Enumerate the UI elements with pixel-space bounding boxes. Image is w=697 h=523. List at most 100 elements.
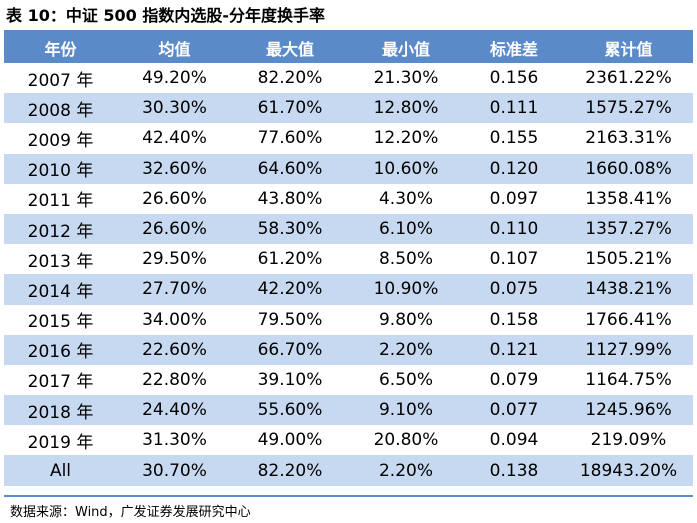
- min-cell: 6.10%: [348, 213, 464, 245]
- table-row: 2016 年 22.60% 66.70% 2.20% 0.121 1127.99%: [4, 334, 693, 365]
- min-cell: 10.60%: [348, 153, 464, 184]
- table-row: 2010 年 32.60% 64.60% 10.60% 0.120 1660.08%: [4, 153, 693, 184]
- table-row: 2007 年 49.20% 82.20% 21.30% 0.156 2361.22%: [4, 63, 693, 93]
- mean-cell: 49.20%: [142, 68, 207, 89]
- max-cell: 82.20%: [257, 68, 323, 89]
- year-cell: All: [4, 455, 117, 486]
- column-header-min: 最小值: [348, 32, 464, 63]
- max-cell: 64.60%: [232, 153, 348, 184]
- column-header-max: 最大值: [232, 32, 348, 63]
- year-cell: 2007 年: [27, 70, 94, 91]
- min-cell: 2.20%: [348, 455, 464, 486]
- table-row: 2019 年 31.30% 49.00% 20.80% 0.094 219.09%: [4, 425, 693, 455]
- max-cell: 55.60%: [232, 395, 348, 426]
- std-cell: 0.075: [464, 274, 564, 305]
- table-row: 2014 年 27.70% 42.20% 10.90% 0.075 1438.21%: [4, 274, 693, 305]
- year-cell: 2017 年: [27, 372, 94, 393]
- mean-cell: 29.50%: [142, 249, 207, 270]
- cumulative-cell: 1245.96%: [564, 395, 693, 426]
- std-cell: 0.110: [464, 213, 564, 245]
- max-cell: 82.20%: [232, 455, 348, 486]
- year-cell: 2013 年: [27, 251, 94, 272]
- year-cell: 2012 年: [4, 213, 117, 245]
- year-cell: 2018 年: [4, 395, 117, 426]
- min-cell: 21.30%: [373, 68, 439, 89]
- turnover-table: 年份 均值 最大值 最小值 标准差 累计值 2007 年 49.20% 82.20%…: [4, 32, 693, 486]
- cumulative-cell: 1357.27%: [564, 213, 693, 245]
- column-header-year: 年份: [4, 32, 117, 63]
- cumulative-cell: 1127.99%: [564, 334, 693, 365]
- min-cell: 6.50%: [378, 369, 433, 390]
- cumulative-cell: 1575.27%: [564, 93, 693, 124]
- std-cell: 0.156: [489, 68, 539, 89]
- max-cell: 43.80%: [257, 188, 323, 209]
- std-cell: 0.121: [464, 334, 564, 365]
- table-row: 2013 年 29.50% 61.20% 8.50% 0.107 1505.21%: [4, 244, 693, 274]
- max-cell: 79.50%: [257, 309, 323, 330]
- year-cell: 2014 年: [4, 274, 117, 305]
- mean-cell: 32.60%: [117, 153, 232, 184]
- cumulative-cell: 2163.31%: [585, 128, 672, 149]
- table-body: 2007 年 49.20% 82.20% 21.30% 0.156 2361.22% 200…: [4, 63, 693, 486]
- max-cell: 66.70%: [232, 334, 348, 365]
- year-cell: 2010 年: [4, 153, 117, 184]
- table-row: 2011 年 26.60% 43.80% 4.30% 0.097 1358.41%: [4, 184, 693, 214]
- max-cell: 61.20%: [257, 249, 323, 270]
- std-cell: 0.138: [464, 455, 564, 486]
- year-cell: 2016 年: [4, 334, 117, 365]
- table-row: 2017 年 22.80% 39.10% 6.50% 0.079 1164.75%: [4, 365, 693, 395]
- cumulative-cell: 1505.21%: [585, 249, 672, 270]
- std-cell: 0.155: [489, 128, 539, 149]
- min-cell: 12.20%: [373, 128, 439, 149]
- std-cell: 0.079: [489, 369, 539, 390]
- max-cell: 77.60%: [257, 128, 323, 149]
- min-cell: 9.80%: [378, 309, 433, 330]
- year-cell: 2011 年: [27, 191, 94, 212]
- min-cell: 12.80%: [348, 93, 464, 124]
- source-note: 数据来源：Wind，广发证券发展研究中心: [10, 505, 251, 520]
- std-cell: 0.120: [464, 153, 564, 184]
- mean-cell: 31.30%: [142, 430, 207, 451]
- column-header-cumulative: 累计值: [564, 32, 693, 63]
- mean-cell: 42.40%: [142, 128, 207, 149]
- std-cell: 0.097: [489, 188, 539, 209]
- mean-cell: 30.30%: [117, 93, 232, 124]
- min-cell: 4.30%: [378, 188, 433, 209]
- table-row: 2018 年 24.40% 55.60% 9.10% 0.077 1245.96%: [4, 395, 693, 426]
- min-cell: 2.20%: [348, 334, 464, 365]
- top-rule: [4, 30, 693, 32]
- cumulative-cell: 1358.41%: [585, 188, 672, 209]
- year-cell: 2015 年: [27, 312, 94, 333]
- cumulative-cell: 2361.22%: [585, 68, 672, 89]
- std-cell: 0.094: [489, 430, 539, 451]
- mean-cell: 26.60%: [142, 188, 207, 209]
- mean-cell: 27.70%: [117, 274, 232, 305]
- min-cell: 20.80%: [373, 430, 439, 451]
- table-row: 2012 年 26.60% 58.30% 6.10% 0.110 1357.27%: [4, 213, 693, 245]
- mean-cell: 34.00%: [142, 309, 207, 330]
- cumulative-cell: 1766.41%: [585, 309, 672, 330]
- year-cell: 2008 年: [4, 93, 117, 124]
- min-cell: 8.50%: [378, 249, 433, 270]
- cumulative-cell: 219.09%: [590, 430, 667, 451]
- std-cell: 0.107: [489, 249, 539, 270]
- cumulative-cell: 1660.08%: [564, 153, 693, 184]
- table-row: All 30.70% 82.20% 2.20% 0.138 18943.20%: [4, 455, 693, 486]
- std-cell: 0.158: [489, 309, 539, 330]
- std-cell: 0.077: [464, 395, 564, 426]
- max-cell: 58.30%: [232, 213, 348, 245]
- max-cell: 61.70%: [232, 93, 348, 124]
- table-row: 2015 年 34.00% 79.50% 9.80% 0.158 1766.41%: [4, 305, 693, 335]
- min-cell: 10.90%: [348, 274, 464, 305]
- year-cell: 2009 年: [27, 130, 94, 151]
- max-cell: 49.00%: [257, 430, 323, 451]
- max-cell: 39.10%: [257, 369, 323, 390]
- min-cell: 9.10%: [348, 395, 464, 426]
- bottom-rule: [4, 495, 693, 497]
- table-header-row: 年份 均值 最大值 最小值 标准差 累计值: [4, 32, 693, 63]
- mean-cell: 26.60%: [117, 213, 232, 245]
- column-header-std: 标准差: [464, 32, 564, 63]
- mean-cell: 24.40%: [117, 395, 232, 426]
- mean-cell: 22.60%: [117, 334, 232, 365]
- year-cell: 2019 年: [27, 432, 94, 453]
